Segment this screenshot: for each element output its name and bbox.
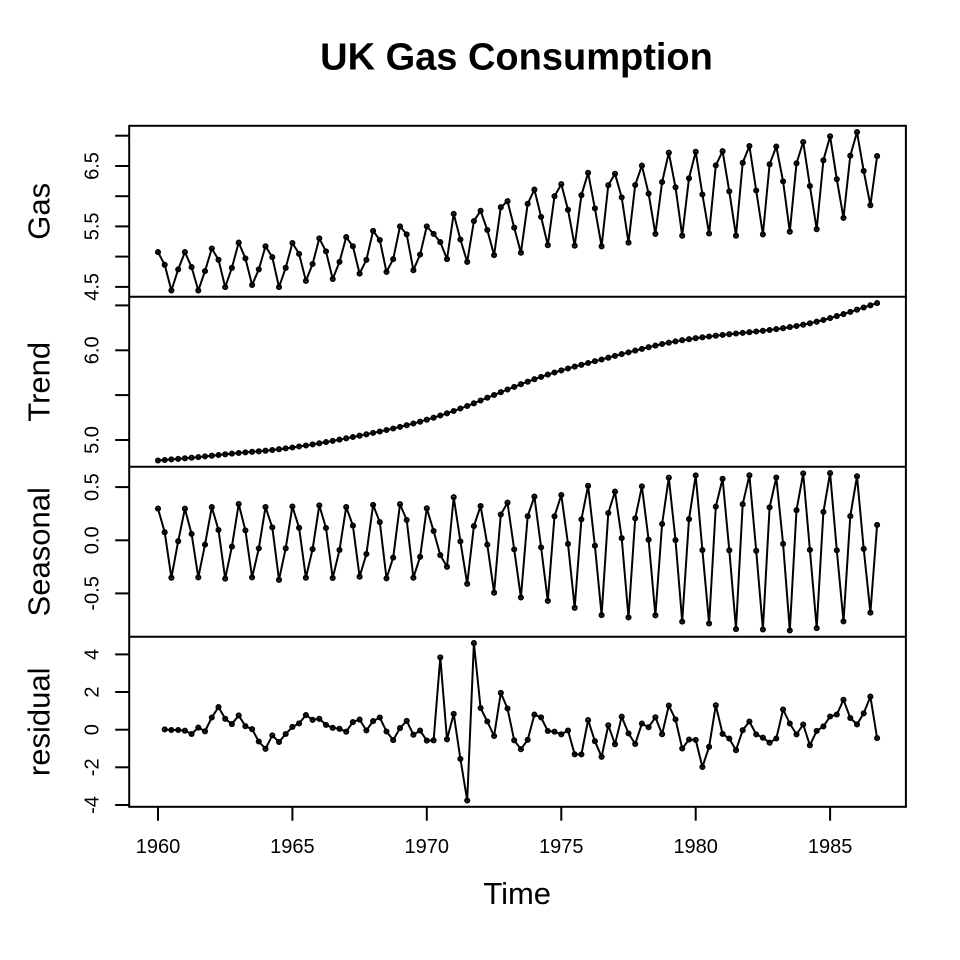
svg-text:-4: -4 — [82, 796, 104, 814]
svg-text:Gas: Gas — [21, 183, 56, 240]
svg-text:2: 2 — [82, 686, 104, 697]
svg-text:-0.5: -0.5 — [82, 576, 104, 610]
svg-text:0.5: 0.5 — [82, 473, 104, 501]
svg-text:1970: 1970 — [405, 836, 450, 858]
svg-text:4: 4 — [82, 649, 104, 660]
svg-text:1985: 1985 — [808, 836, 853, 858]
svg-text:4.5: 4.5 — [82, 273, 104, 301]
svg-text:residual: residual — [21, 668, 56, 777]
svg-text:1980: 1980 — [673, 836, 718, 858]
svg-text:Trend: Trend — [21, 342, 56, 422]
svg-text:-2: -2 — [82, 758, 104, 776]
svg-text:1965: 1965 — [270, 836, 315, 858]
svg-text:5.0: 5.0 — [82, 426, 104, 454]
svg-text:1960: 1960 — [136, 836, 181, 858]
svg-text:0.0: 0.0 — [82, 526, 104, 554]
svg-text:6.0: 6.0 — [82, 336, 104, 364]
svg-text:0: 0 — [82, 724, 104, 735]
svg-text:Time: Time — [483, 876, 551, 911]
svg-text:UK Gas Consumption: UK Gas Consumption — [320, 36, 713, 78]
svg-text:5.5: 5.5 — [82, 212, 104, 240]
svg-text:1975: 1975 — [539, 836, 584, 858]
svg-text:6.5: 6.5 — [82, 152, 104, 180]
svg-text:Seasonal: Seasonal — [21, 487, 56, 616]
